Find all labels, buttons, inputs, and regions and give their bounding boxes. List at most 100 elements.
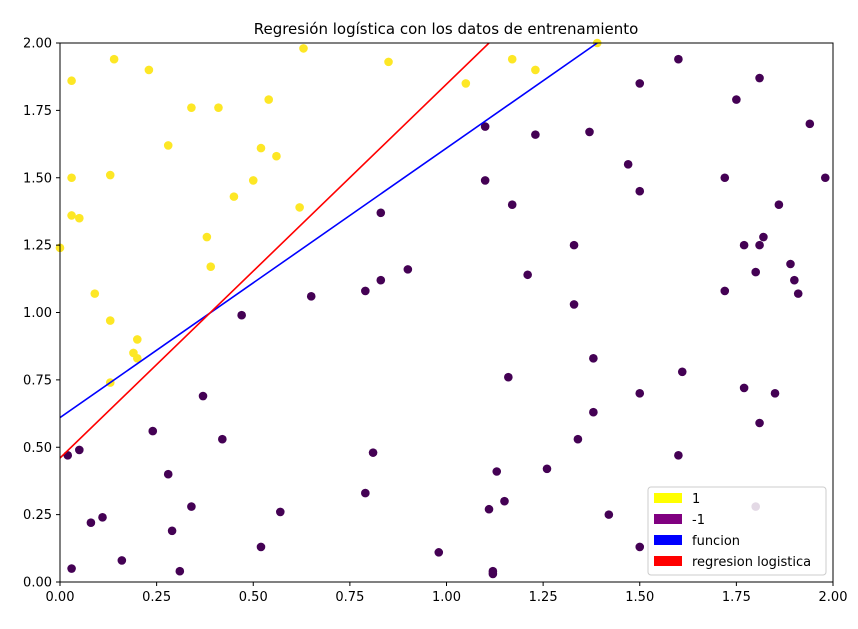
scatter-point xyxy=(148,426,158,436)
y-tick-label: 0.25 xyxy=(23,508,52,523)
y-tick-label: 1.50 xyxy=(23,171,52,186)
scatter-point xyxy=(507,200,517,209)
scatter-point xyxy=(90,289,100,298)
x-tick-label: 1.50 xyxy=(625,590,654,605)
scatter-point xyxy=(507,54,517,64)
scatter-point xyxy=(739,240,749,250)
scatter-point xyxy=(573,434,583,444)
scatter-point xyxy=(480,122,490,131)
legend-swatch xyxy=(654,535,682,545)
scatter-point xyxy=(86,518,96,528)
scatter-point xyxy=(206,262,216,271)
x-tick-label: 0.50 xyxy=(239,590,268,605)
scatter-point xyxy=(144,65,154,75)
scatter-point xyxy=(237,310,246,320)
scatter-point xyxy=(299,44,308,53)
scatter-point xyxy=(635,542,645,552)
scatter-point xyxy=(368,448,378,457)
scatter-point xyxy=(635,79,645,88)
scatter-point xyxy=(105,170,115,180)
scatter-point xyxy=(500,496,509,506)
scatter-point xyxy=(635,389,645,398)
scatter-point xyxy=(376,275,386,285)
legend-swatch xyxy=(654,493,682,503)
scatter-point xyxy=(674,451,683,460)
legend-box xyxy=(647,486,827,576)
y-tick-label: 0.75 xyxy=(23,373,52,388)
scatter-point xyxy=(67,173,76,183)
scatter-point xyxy=(276,507,285,517)
scatter-point xyxy=(793,289,803,298)
scatter-point xyxy=(361,488,370,498)
scatter-point xyxy=(67,211,76,220)
scatter-point xyxy=(635,186,645,196)
scatter-point xyxy=(361,286,370,296)
y-tick-label: 0.50 xyxy=(23,441,52,456)
scatter-point xyxy=(214,103,223,112)
scatter-point xyxy=(75,445,84,455)
scatter-point xyxy=(751,267,760,277)
legend-label: -1 xyxy=(692,513,705,528)
scatter-point xyxy=(589,354,598,363)
scatter-point xyxy=(63,451,73,460)
scatter-point xyxy=(109,54,119,64)
scatter-point xyxy=(569,300,579,309)
series-positive xyxy=(55,38,602,387)
legend-label: funcion xyxy=(692,534,740,549)
scatter-point xyxy=(674,54,683,64)
scatter-point xyxy=(175,566,185,576)
scatter-point xyxy=(133,335,142,344)
scatter-point xyxy=(187,103,196,112)
legend-swatch xyxy=(654,514,682,524)
scatter-point xyxy=(229,192,239,201)
scatter-point xyxy=(187,502,196,511)
scatter-point xyxy=(759,232,768,242)
scatter-point xyxy=(542,464,552,474)
scatter-point xyxy=(272,151,281,161)
x-tick-label: 1.00 xyxy=(432,590,461,605)
scatter-point xyxy=(384,57,393,67)
scatter-point xyxy=(755,73,764,83)
scatter-point xyxy=(198,391,208,401)
scatter-point xyxy=(790,275,799,285)
scatter-point xyxy=(434,548,444,557)
scatter-point xyxy=(480,176,490,185)
scatter-point xyxy=(306,292,316,301)
scatter-point xyxy=(75,213,84,223)
scatter-point xyxy=(623,159,633,169)
x-tick-label: 0.75 xyxy=(335,590,364,605)
scatter-point xyxy=(770,389,780,398)
plot-area: 0.000.00 0.25 0.25 0.50 0.50 0.75 0.75 1.00 1.00… xyxy=(23,37,847,606)
legend-swatch xyxy=(654,556,682,566)
y-tick-label: 1.75 xyxy=(23,104,52,119)
x-tick-label: 0.25 xyxy=(142,590,171,605)
scatter-point xyxy=(67,564,76,573)
scatter-point xyxy=(531,130,540,139)
scatter-point xyxy=(720,286,730,296)
scatter-point xyxy=(604,510,614,519)
scatter-point xyxy=(569,240,579,250)
scatter-point xyxy=(523,270,532,280)
scatter-point xyxy=(256,542,266,552)
y-tick-label: 1.25 xyxy=(23,239,52,254)
scatter-point xyxy=(805,119,815,129)
scatter-point xyxy=(677,367,687,377)
x-tick-label: 0.00 xyxy=(46,590,75,605)
legend: 1 -1 funcion regresion logistica xyxy=(647,486,827,576)
scatter-point xyxy=(117,556,127,565)
scatter-point xyxy=(403,265,413,274)
scatter-point xyxy=(461,79,471,88)
scatter-point xyxy=(492,467,502,476)
y-tick-label: 0.00 xyxy=(23,576,52,591)
scatter-point xyxy=(376,208,386,218)
chart-title: Regresión logística con los datos de ent… xyxy=(254,20,639,38)
scatter-point xyxy=(163,469,173,479)
scatter-point xyxy=(589,407,598,417)
legend-label: regresion logistica xyxy=(692,555,811,570)
x-tick-label: 2.00 xyxy=(819,590,848,605)
scatter-point xyxy=(484,504,494,514)
x-tick-label: 1.25 xyxy=(529,590,558,605)
x-tick-label: 1.75 xyxy=(722,590,751,605)
scatter-point xyxy=(133,354,142,363)
